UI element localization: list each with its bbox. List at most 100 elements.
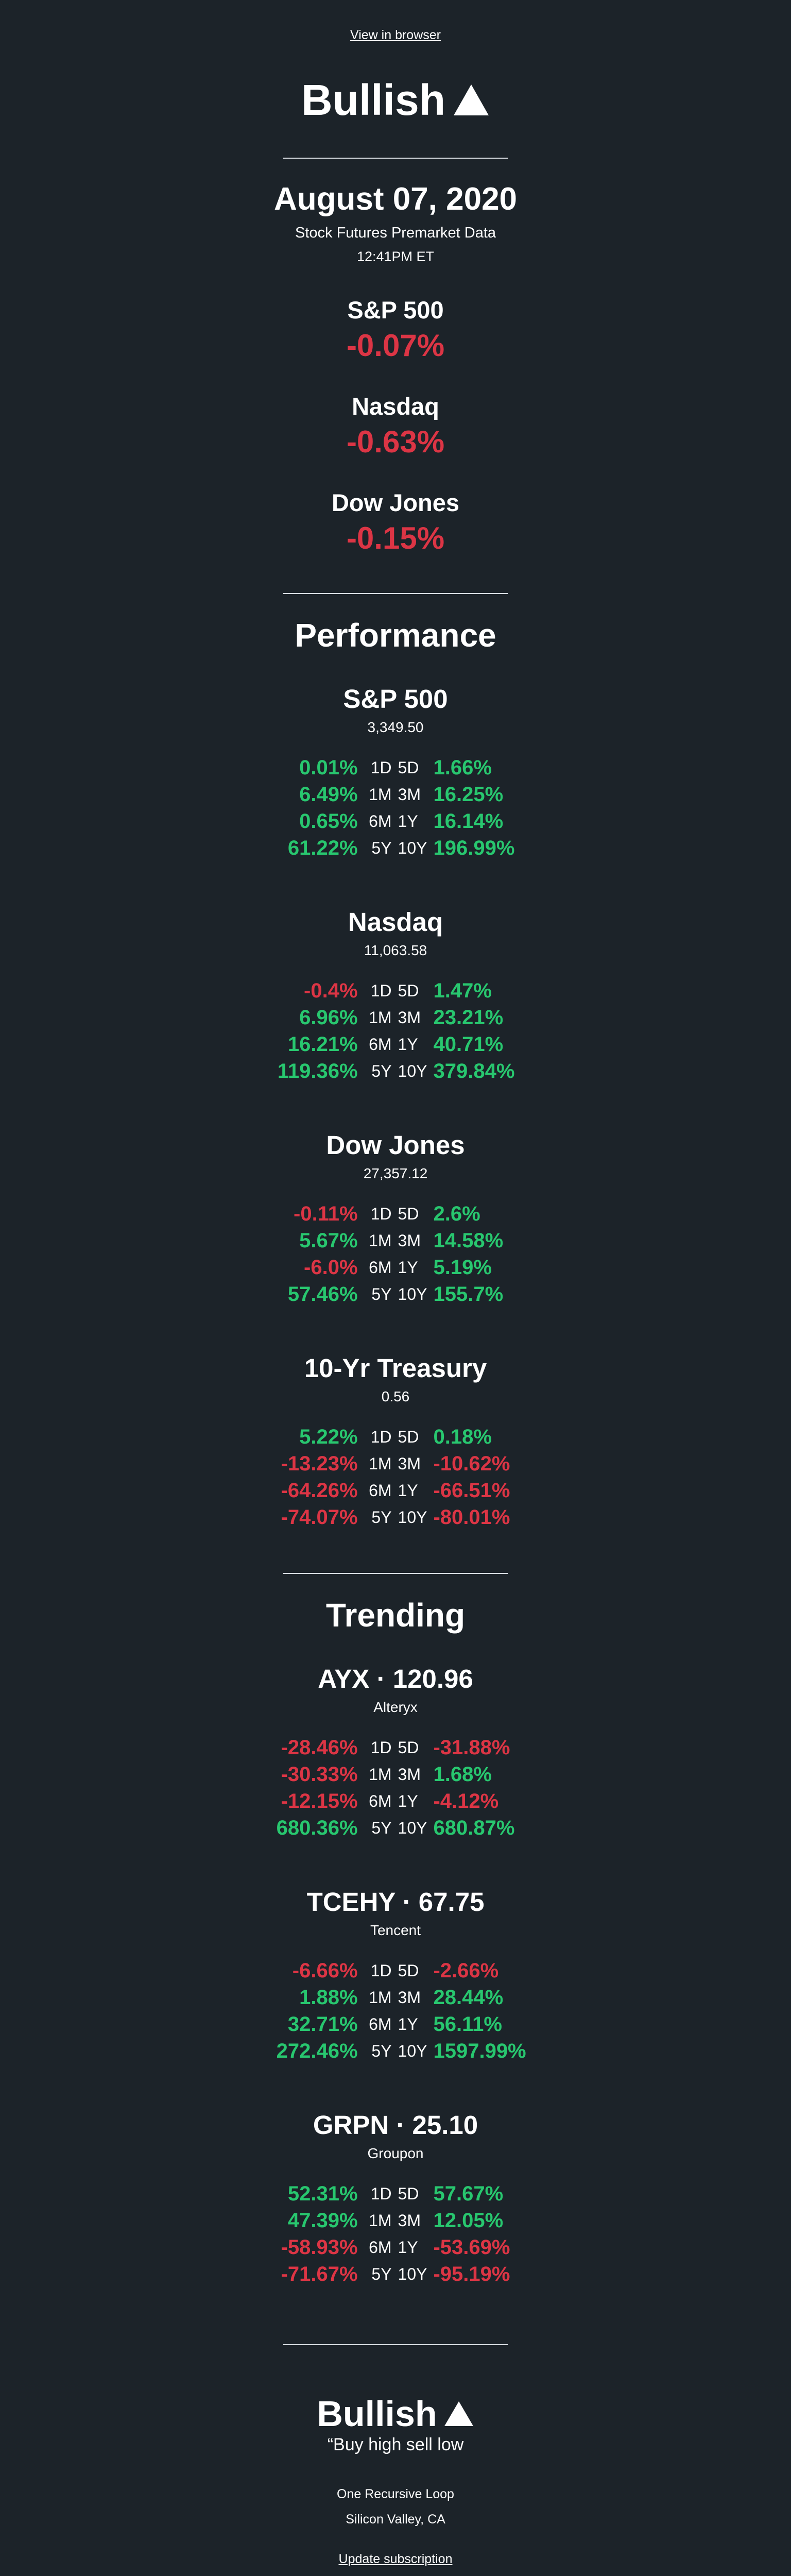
- period-right: 10Y: [398, 1062, 427, 1080]
- card-subtitle: 3,349.50: [367, 719, 424, 735]
- change-right: 23.21%: [433, 1006, 504, 1029]
- period-right: 10Y: [398, 2042, 427, 2060]
- period-right: 10Y: [398, 839, 427, 857]
- table-row: 6.49% 1M 3M 16.25%: [247, 781, 545, 808]
- period-left: 1D: [370, 758, 392, 777]
- index-summary: Dow Jones -0.15%: [0, 490, 791, 554]
- table-row: 272.46% 5Y 10Y 1597.99%: [247, 2038, 545, 2064]
- period-left: 6M: [369, 1792, 392, 1810]
- table-row: 0.65% 6M 1Y 16.14%: [247, 808, 545, 835]
- change-left: 52.31%: [287, 2182, 358, 2205]
- change-left: 32.71%: [287, 2013, 358, 2036]
- period-right: 5D: [398, 1961, 419, 1980]
- performance-title: Performance: [295, 617, 496, 654]
- change-left: -71.67%: [281, 2263, 358, 2285]
- table-row: 32.71% 6M 1Y 56.11%: [247, 2011, 545, 2038]
- card-subtitle: 11,063.58: [364, 942, 427, 958]
- period-left: 5Y: [371, 2042, 392, 2060]
- period-left: 5Y: [371, 1508, 392, 1527]
- period-right: 1Y: [398, 2015, 418, 2033]
- period-right: 3M: [398, 1454, 421, 1473]
- change-right: 1597.99%: [433, 2040, 526, 2062]
- brand-name: Bullish: [301, 76, 445, 124]
- triangle-up-icon: [444, 2401, 473, 2426]
- change-left: 1.88%: [299, 1986, 358, 2009]
- report-date: August 07, 2020: [273, 181, 518, 217]
- triangle-up-icon: [454, 84, 489, 115]
- card-subtitle: 0.56: [381, 1388, 410, 1404]
- period-right: 3M: [398, 785, 421, 804]
- change-right: 16.14%: [433, 810, 504, 833]
- period-left: 1M: [369, 785, 392, 804]
- period-left: 1D: [370, 1961, 392, 1980]
- period-right: 10Y: [398, 1819, 427, 1837]
- card-subtitle: Alteryx: [373, 1699, 418, 1715]
- period-left: 1M: [369, 1008, 392, 1027]
- change-right: 0.18%: [433, 1426, 492, 1448]
- change-left: 119.36%: [277, 1060, 358, 1082]
- change-right: 14.58%: [433, 1229, 504, 1252]
- stock-card: AYX · 120.96 Alteryx -28.46% 1D 5D -31.88% -30…: [0, 1666, 791, 1841]
- address-line-2: Silicon Valley, CA: [346, 2512, 445, 2527]
- table-row: 119.36% 5Y 10Y 379.84%: [247, 1058, 545, 1084]
- performance-table: 52.31% 1D 5D 57.67% 47.39% 1M 3M 12.05% -58.93% 6…: [247, 2180, 545, 2287]
- stock-card: TCEHY · 67.75 Tencent -6.66% 1D 5D -2.66% 1.88…: [0, 1889, 791, 2064]
- change-left: -6.0%: [304, 1256, 358, 1279]
- period-left: 1M: [369, 1454, 392, 1473]
- footer-brand-logo: Bullish: [0, 2396, 791, 2432]
- update-subscription-link[interactable]: Update subscription: [338, 2552, 453, 2566]
- period-right: 5D: [398, 2184, 419, 2203]
- card-title: Dow Jones: [326, 1130, 465, 1160]
- change-right: 1.47%: [433, 979, 492, 1002]
- change-right: 12.05%: [433, 2209, 504, 2232]
- change-left: 0.65%: [299, 810, 358, 833]
- performance-section: S&P 500 3,349.50 0.01% 1D 5D 1.66% 6.49% 1M 3M 16…: [0, 686, 791, 1531]
- period-right: 5D: [398, 1738, 419, 1757]
- table-row: -6.0% 6M 1Y 5.19%: [247, 1254, 545, 1281]
- change-left: -0.4%: [304, 979, 358, 1002]
- index-name: Nasdaq: [352, 393, 439, 420]
- divider: [283, 1573, 508, 1574]
- period-right: 1Y: [398, 1792, 418, 1810]
- period-left: 1D: [370, 2184, 392, 2203]
- period-left: 6M: [369, 1481, 392, 1500]
- table-row: -58.93% 6M 1Y -53.69%: [247, 2234, 545, 2261]
- table-row: 61.22% 5Y 10Y 196.99%: [247, 835, 545, 861]
- period-right: 3M: [398, 1231, 421, 1250]
- change-right: -4.12%: [433, 1790, 499, 1812]
- card-title: 10-Yr Treasury: [304, 1353, 487, 1383]
- change-left: 0.01%: [299, 756, 358, 779]
- change-left: 5.67%: [299, 1229, 358, 1252]
- period-left: 6M: [369, 812, 392, 831]
- change-left: -28.46%: [281, 1736, 358, 1759]
- period-right: 1Y: [398, 812, 418, 831]
- stock-card: 10-Yr Treasury 0.56 5.22% 1D 5D 0.18% -13.23% 1…: [0, 1355, 791, 1531]
- period-right: 1Y: [398, 1258, 418, 1277]
- period-right: 5D: [398, 1205, 419, 1223]
- change-right: 196.99%: [433, 837, 515, 859]
- view-in-browser-link[interactable]: View in browser: [350, 28, 441, 42]
- table-row: 1.88% 1M 3M 28.44%: [247, 1984, 545, 2011]
- change-left: 5.22%: [299, 1426, 358, 1448]
- change-left: -0.11%: [294, 1202, 358, 1225]
- change-right: 57.67%: [433, 2182, 504, 2205]
- stock-card: GRPN · 25.10 Groupon 52.31% 1D 5D 57.67% 47.39…: [0, 2112, 791, 2287]
- period-right: 1Y: [398, 1481, 418, 1500]
- period-left: 1D: [370, 1205, 392, 1223]
- period-left: 5Y: [371, 1062, 392, 1080]
- change-right: -95.19%: [433, 2263, 510, 2285]
- period-right: 10Y: [398, 1508, 427, 1527]
- table-row: -64.26% 6M 1Y -66.51%: [247, 1477, 545, 1504]
- period-right: 1Y: [398, 1035, 418, 1054]
- index-change: -0.07%: [346, 328, 445, 363]
- table-row: -30.33% 1M 3M 1.68%: [247, 1761, 545, 1788]
- change-right: 680.87%: [433, 1817, 515, 1839]
- change-right: 1.68%: [433, 1763, 492, 1786]
- table-row: -0.11% 1D 5D 2.6%: [247, 1200, 545, 1227]
- change-left: 680.36%: [276, 1817, 358, 1839]
- period-right: 1Y: [398, 2238, 418, 2257]
- change-left: 57.46%: [287, 1283, 358, 1306]
- table-row: -6.66% 1D 5D -2.66%: [247, 1957, 545, 1984]
- card-title: GRPN · 25.10: [313, 2110, 478, 2140]
- change-left: -58.93%: [281, 2236, 358, 2259]
